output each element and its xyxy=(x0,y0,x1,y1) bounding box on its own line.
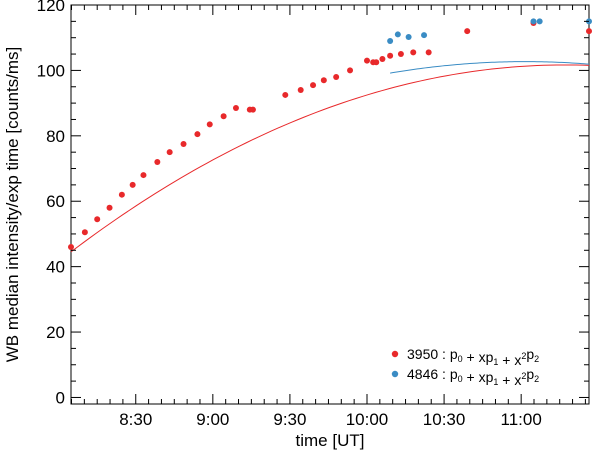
data-point-3950 xyxy=(333,73,340,80)
fit-curve-4846 xyxy=(390,61,590,74)
y-tick-label: 100 xyxy=(37,61,65,80)
data-point-3950 xyxy=(397,51,404,58)
data-point-3950 xyxy=(347,67,354,74)
legend-marker-4846 xyxy=(391,370,399,378)
data-point-4846 xyxy=(405,34,412,41)
fit-curve-3950 xyxy=(70,64,590,253)
data-point-3950 xyxy=(232,105,239,112)
data-point-3950 xyxy=(118,191,125,198)
y-tick-label: 80 xyxy=(46,127,65,146)
legend-marker-3950 xyxy=(391,350,399,358)
data-point-3950 xyxy=(129,181,136,188)
x-tick-label: 9:30 xyxy=(273,410,306,429)
x-tick-label: 10:00 xyxy=(346,410,389,429)
data-point-3950 xyxy=(320,77,327,84)
y-axis-label: WB median intensity/exp time [counts/ms] xyxy=(3,47,22,363)
y-tick-label: 40 xyxy=(46,258,65,277)
data-point-3950 xyxy=(206,121,213,128)
data-point-3950 xyxy=(387,52,394,59)
data-point-3950 xyxy=(425,49,432,56)
plot-frame xyxy=(70,4,590,405)
data-points xyxy=(68,18,592,251)
data-point-3950 xyxy=(94,216,101,223)
plot-area xyxy=(70,4,590,405)
data-point-3950 xyxy=(373,59,380,66)
legend-label-3950: 3950 : p0 + xp1 + x2p2 xyxy=(407,346,539,368)
data-point-3950 xyxy=(586,28,592,35)
data-point-4846 xyxy=(421,32,428,39)
data-point-3950 xyxy=(68,244,74,251)
data-point-4846 xyxy=(387,37,394,44)
data-point-3950 xyxy=(180,140,187,147)
axis-tick-labels: 0 20 40 60 80 100 120 8:30 9:00 9:30 10:00 10:30 11:… xyxy=(37,0,542,429)
y-tick-label: 20 xyxy=(46,323,65,342)
data-point-4846 xyxy=(536,18,543,25)
x-tick-label: 10:30 xyxy=(423,410,466,429)
y-tick-label: 0 xyxy=(56,388,65,407)
data-point-3950 xyxy=(140,172,147,179)
data-point-3950 xyxy=(154,158,161,165)
y-tick-label: 120 xyxy=(37,0,65,15)
data-point-3950 xyxy=(297,87,304,94)
x-tick-label: 11:00 xyxy=(501,410,542,429)
data-point-3950 xyxy=(364,57,370,64)
data-point-3950 xyxy=(464,28,471,35)
data-point-4846 xyxy=(530,18,537,25)
legend-label-4846: 4846 : p0 + xp1 + x2p2 xyxy=(407,366,539,388)
axis-ticks xyxy=(71,4,589,404)
fit-curves xyxy=(70,61,590,253)
data-point-3950 xyxy=(282,91,289,98)
x-axis-label: time [UT] xyxy=(296,431,365,450)
x-tick-label: 9:00 xyxy=(196,410,229,429)
data-point-3950 xyxy=(106,204,113,211)
data-point-3950 xyxy=(81,229,88,236)
x-tick-label: 8:30 xyxy=(119,410,152,429)
data-point-3950 xyxy=(220,113,227,120)
data-point-4846 xyxy=(394,31,401,38)
data-point-3950 xyxy=(166,149,173,156)
data-point-3950 xyxy=(194,131,201,138)
data-point-3950 xyxy=(249,106,256,113)
y-tick-label: 60 xyxy=(46,192,65,211)
data-point-3950 xyxy=(379,55,386,62)
data-point-3950 xyxy=(410,49,417,56)
data-point-3950 xyxy=(310,82,317,89)
